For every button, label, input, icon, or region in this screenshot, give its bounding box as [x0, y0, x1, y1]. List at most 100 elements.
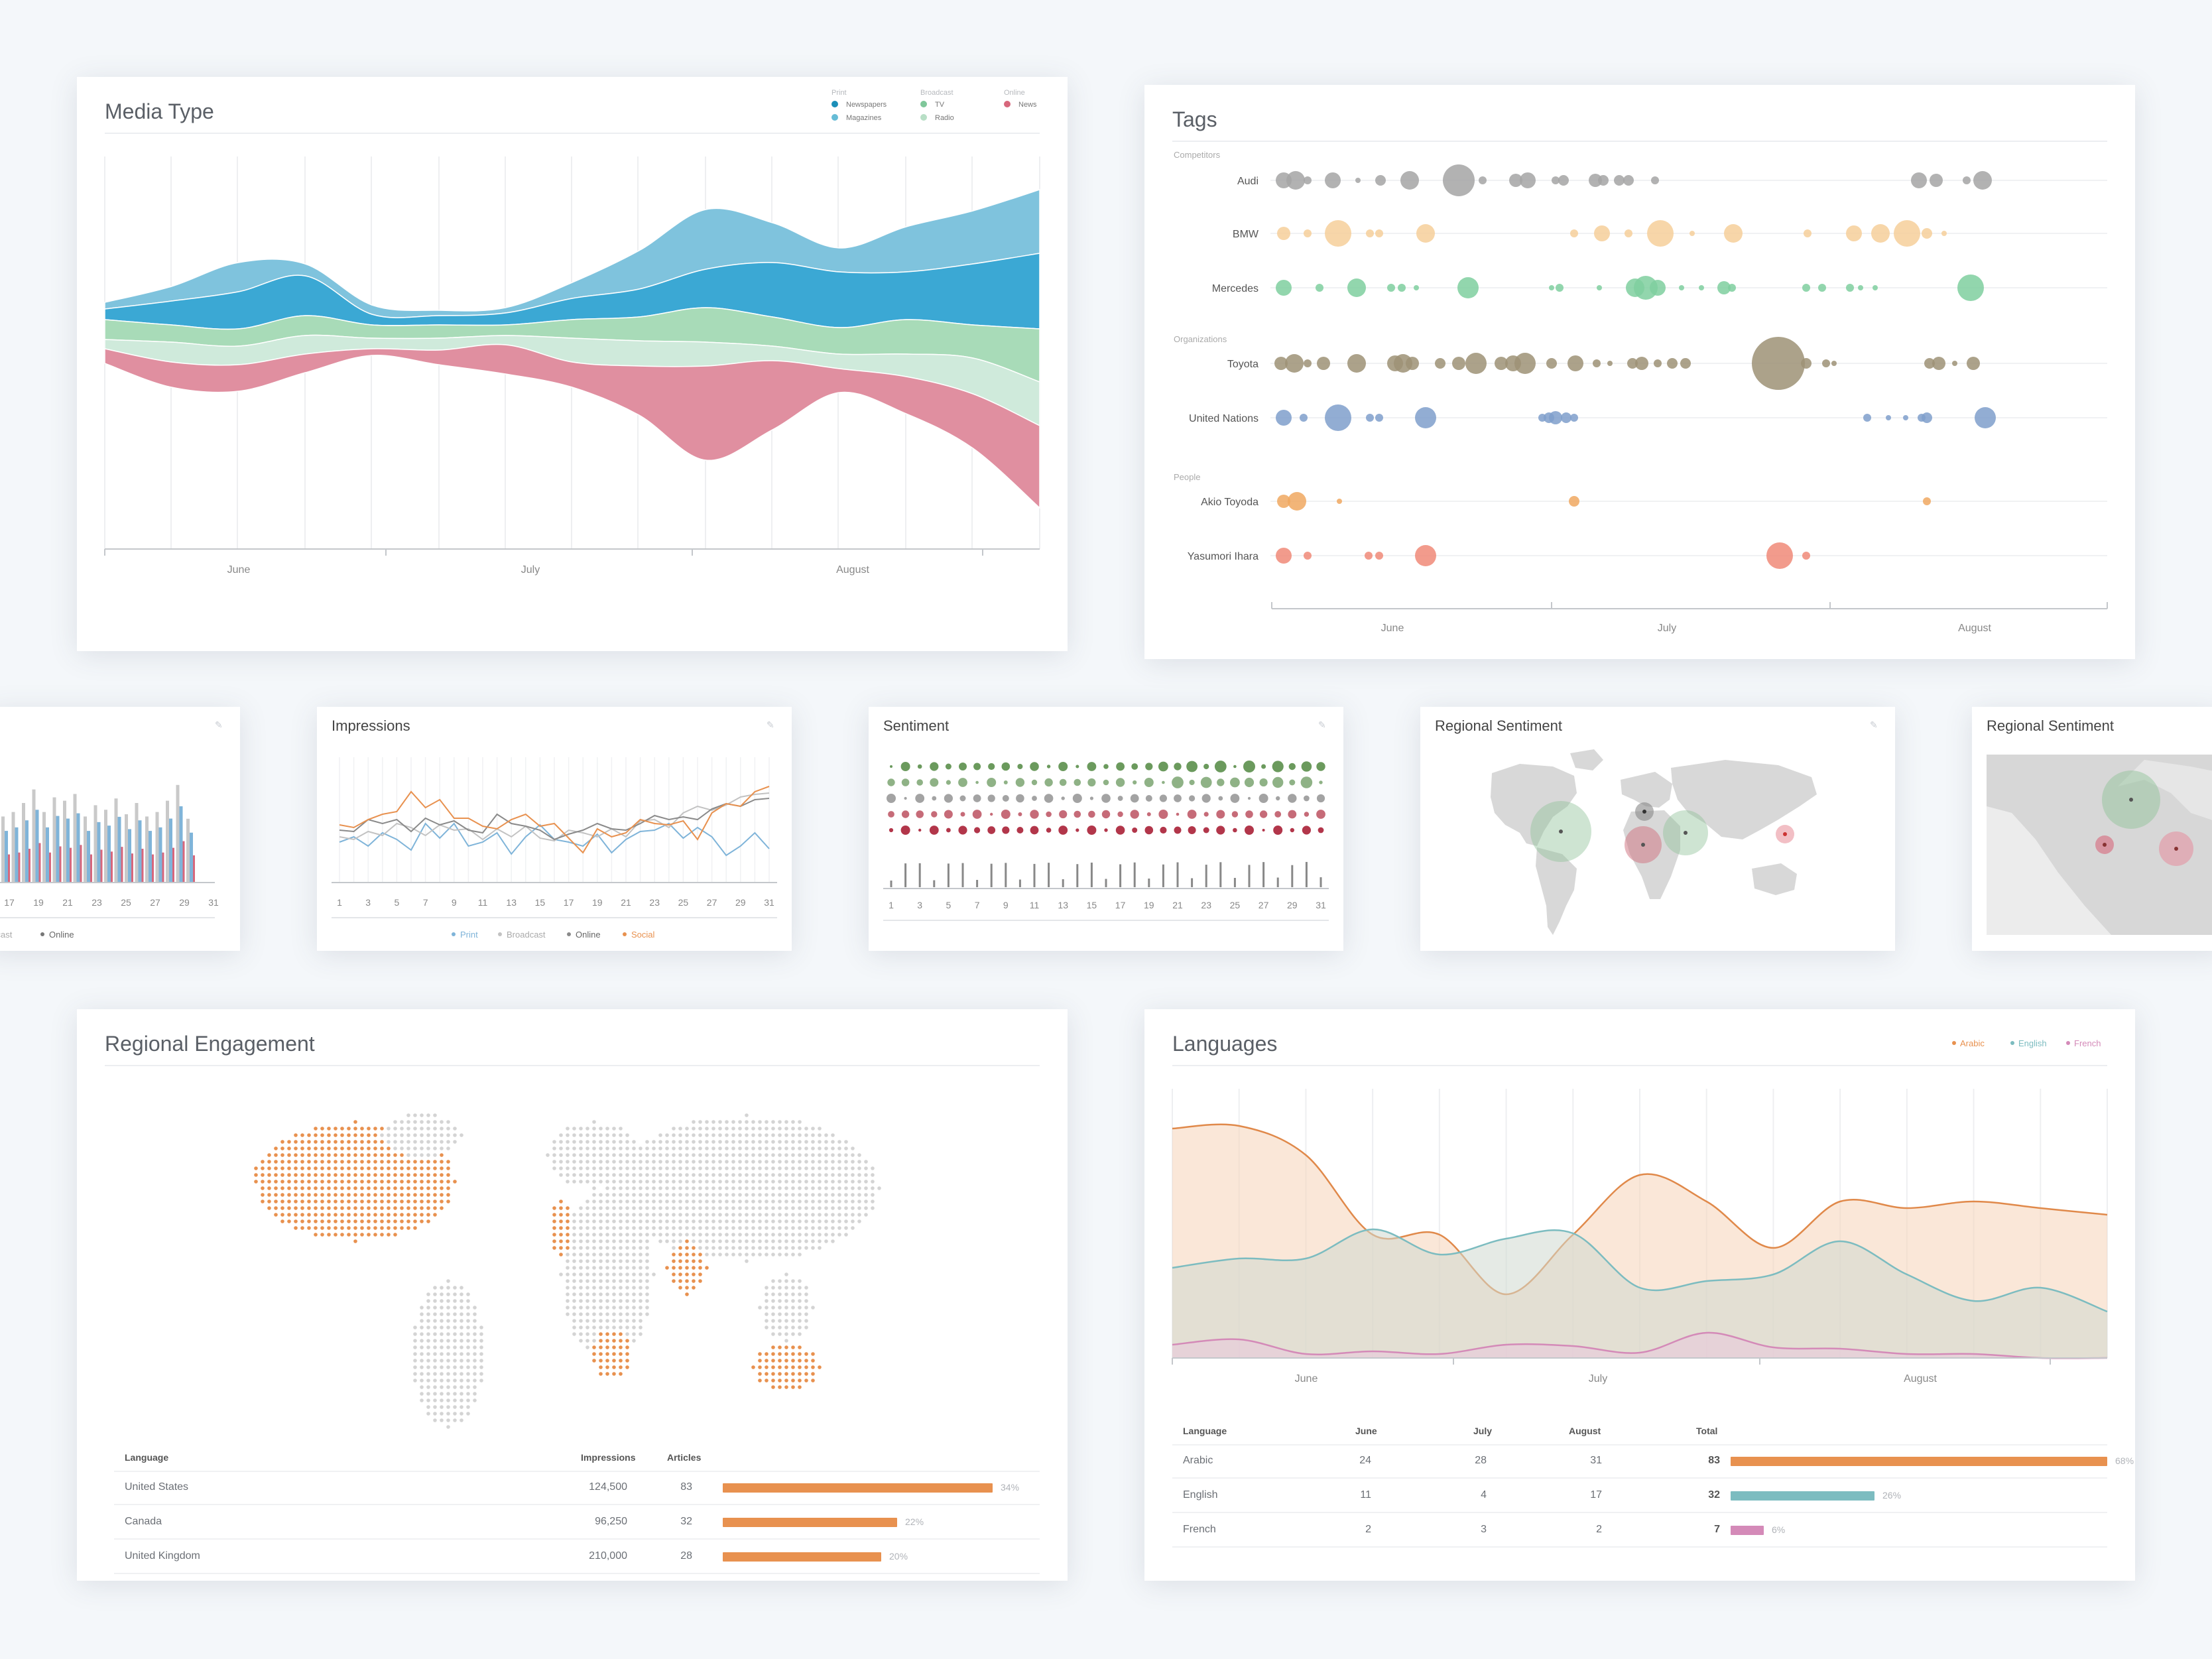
tag-bubble[interactable] — [1285, 354, 1304, 373]
sentiment-dot[interactable] — [1075, 765, 1079, 768]
legend-item[interactable]: Radio — [920, 114, 954, 122]
tag-bubble[interactable] — [1546, 358, 1557, 369]
sentiment-dot[interactable] — [1003, 780, 1008, 784]
sentiment-dot[interactable] — [1231, 811, 1239, 818]
sentiment-dot[interactable] — [918, 828, 922, 832]
sentiment-dot[interactable] — [1145, 795, 1152, 802]
tag-bubble[interactable] — [1724, 224, 1743, 243]
sentiment-dot[interactable] — [1203, 812, 1209, 817]
sentiment-dot[interactable] — [1061, 796, 1065, 800]
tag-bubble[interactable] — [1932, 357, 1945, 370]
sentiment-dot[interactable] — [1259, 794, 1268, 803]
sentiment-dot[interactable] — [1132, 828, 1138, 833]
sentiment-dot[interactable] — [1289, 779, 1296, 786]
bar-broadcast[interactable] — [42, 812, 46, 882]
tag-bubble[interactable] — [1556, 284, 1564, 292]
tag-bubble[interactable] — [1871, 224, 1890, 243]
tag-bubble[interactable] — [1967, 357, 1980, 370]
tag-bubble[interactable] — [1325, 404, 1351, 431]
tag-bubble[interactable] — [1509, 174, 1522, 187]
tag-bubble[interactable] — [1801, 358, 1812, 369]
bar-broadcast[interactable] — [104, 810, 107, 882]
sentiment-dot[interactable] — [1116, 762, 1125, 771]
sentiment-dot[interactable] — [1259, 778, 1268, 787]
tag-bubble[interactable] — [1957, 275, 1984, 301]
tag-bubble[interactable] — [1443, 164, 1475, 196]
tag-bubble[interactable] — [1804, 229, 1812, 237]
sentiment-dot[interactable] — [1187, 810, 1197, 819]
sentiment-dot[interactable] — [944, 810, 953, 819]
sentiment-dot[interactable] — [1304, 812, 1310, 817]
sentiment-dot[interactable] — [1001, 762, 1011, 771]
bar-print[interactable] — [117, 816, 121, 882]
tag-bubble[interactable] — [1347, 278, 1366, 297]
sentiment-dot[interactable] — [929, 826, 939, 835]
bar-news[interactable] — [80, 845, 82, 882]
sentiment-dot[interactable] — [1017, 764, 1023, 769]
bar-print[interactable] — [35, 810, 39, 882]
sentiment-dot[interactable] — [1002, 795, 1009, 802]
sentiment-dot[interactable] — [1259, 810, 1268, 818]
edit-icon[interactable]: ✎ — [1870, 719, 1878, 730]
sentiment-dot[interactable] — [1201, 794, 1211, 803]
tag-bubble[interactable] — [1623, 175, 1634, 186]
sentiment-dot[interactable] — [944, 794, 953, 803]
sentiment-dot[interactable] — [916, 810, 924, 818]
tag-bubble[interactable] — [1635, 357, 1648, 370]
sentiment-dot[interactable] — [972, 810, 982, 819]
sentiment-dot[interactable] — [904, 796, 907, 800]
sentiment-dot[interactable] — [1176, 812, 1180, 816]
bar-news[interactable] — [141, 849, 144, 882]
tag-bubble[interactable] — [1911, 172, 1927, 188]
sentiment-dot[interactable] — [1046, 765, 1051, 768]
tag-bubble[interactable] — [1317, 357, 1330, 370]
tag-bubble[interactable] — [1406, 357, 1419, 370]
sentiment-dot[interactable] — [973, 794, 981, 802]
sentiment-dot[interactable] — [1117, 811, 1123, 818]
sentiment-dot[interactable] — [1174, 794, 1182, 802]
sentiment-dot[interactable] — [1032, 796, 1037, 801]
sentiment-dot[interactable] — [1217, 778, 1225, 786]
sentiment-dot[interactable] — [1288, 810, 1297, 819]
bar-news[interactable] — [38, 843, 41, 882]
tag-bubble[interactable] — [1963, 176, 1971, 184]
sentiment-dot[interactable] — [1131, 763, 1138, 770]
sentiment-dot[interactable] — [1304, 795, 1310, 802]
bar-broadcast[interactable] — [186, 818, 190, 882]
tag-bubble[interactable] — [1728, 284, 1736, 292]
tag-bubble[interactable] — [1863, 414, 1871, 422]
tag-bubble[interactable] — [1416, 224, 1435, 243]
sentiment-dot[interactable] — [975, 780, 979, 784]
share-bar[interactable] — [723, 1518, 897, 1527]
sentiment-dot[interactable] — [917, 764, 922, 769]
bar-broadcast[interactable] — [84, 816, 87, 882]
bar-print[interactable] — [15, 827, 19, 882]
sentiment-dot[interactable] — [1015, 778, 1025, 787]
sentiment-dot[interactable] — [1272, 776, 1284, 788]
bar-print[interactable] — [97, 822, 101, 882]
sentiment-dot[interactable] — [1144, 826, 1154, 835]
sentiment-dot[interactable] — [1031, 779, 1038, 786]
sentiment-dot[interactable] — [1089, 796, 1093, 800]
bar-news[interactable] — [111, 851, 113, 882]
sentiment-dot[interactable] — [1203, 827, 1209, 833]
broadcast-line[interactable] — [339, 792, 770, 842]
sentiment-dot[interactable] — [1087, 778, 1096, 787]
english-area[interactable] — [1172, 1229, 2107, 1358]
sentiment-dot[interactable] — [1276, 796, 1280, 801]
sentiment-dot[interactable] — [1146, 812, 1151, 816]
tag-bubble[interactable] — [1667, 358, 1678, 369]
tag-bubble[interactable] — [1375, 414, 1383, 422]
edit-icon[interactable]: ✎ — [1318, 719, 1326, 730]
tag-bubble[interactable] — [1818, 284, 1826, 292]
tag-bubble[interactable] — [1415, 545, 1436, 566]
tag-bubble[interactable] — [1930, 174, 1943, 187]
tag-bubble[interactable] — [1514, 353, 1536, 374]
sentiment-dot[interactable] — [1046, 828, 1052, 833]
french-line[interactable] — [1172, 1331, 2108, 1359]
sentiment-dot[interactable] — [1288, 794, 1297, 803]
sentiment-dot[interactable] — [1316, 810, 1325, 819]
sentiment-dot[interactable] — [1044, 794, 1054, 803]
share-bar[interactable] — [723, 1483, 993, 1493]
tag-bubble[interactable] — [1276, 410, 1292, 426]
